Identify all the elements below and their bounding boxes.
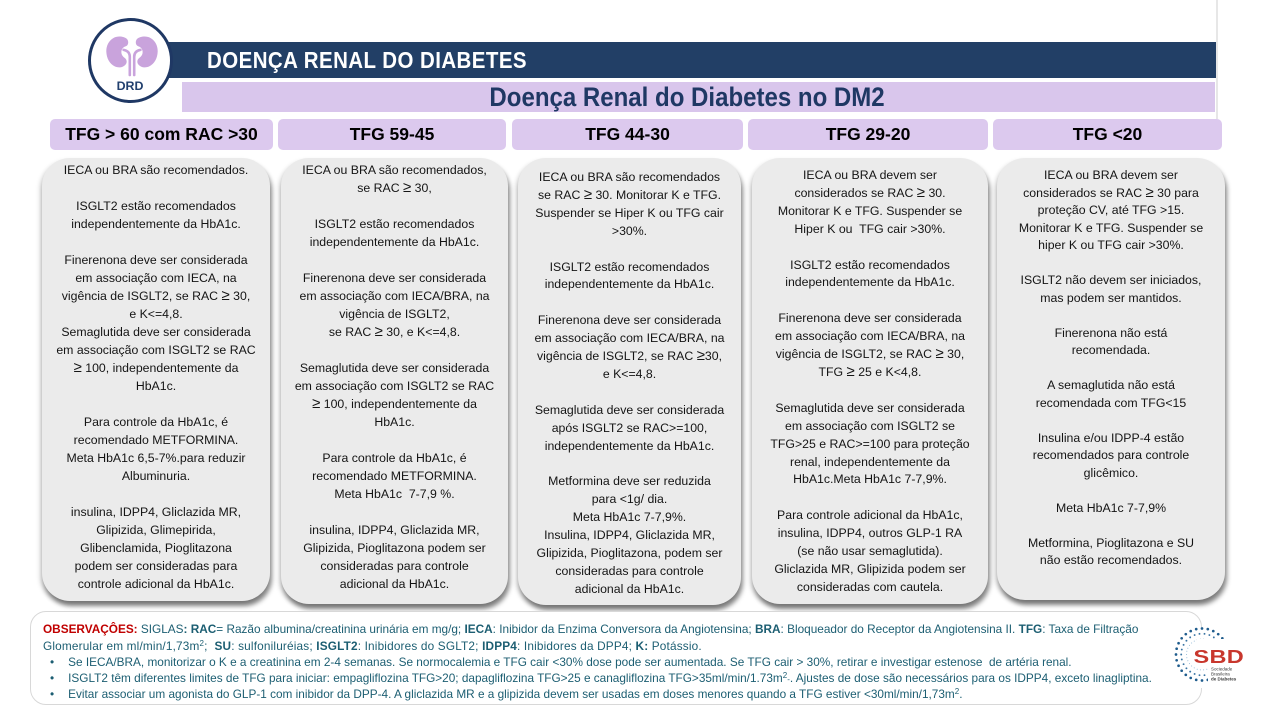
svg-text:SBD: SBD xyxy=(1194,646,1244,667)
svg-text:de Diabetes: de Diabetes xyxy=(1211,677,1237,682)
svg-text:Brasileira: Brasileira xyxy=(1211,672,1230,677)
svg-text:Sociedade: Sociedade xyxy=(1211,667,1233,672)
